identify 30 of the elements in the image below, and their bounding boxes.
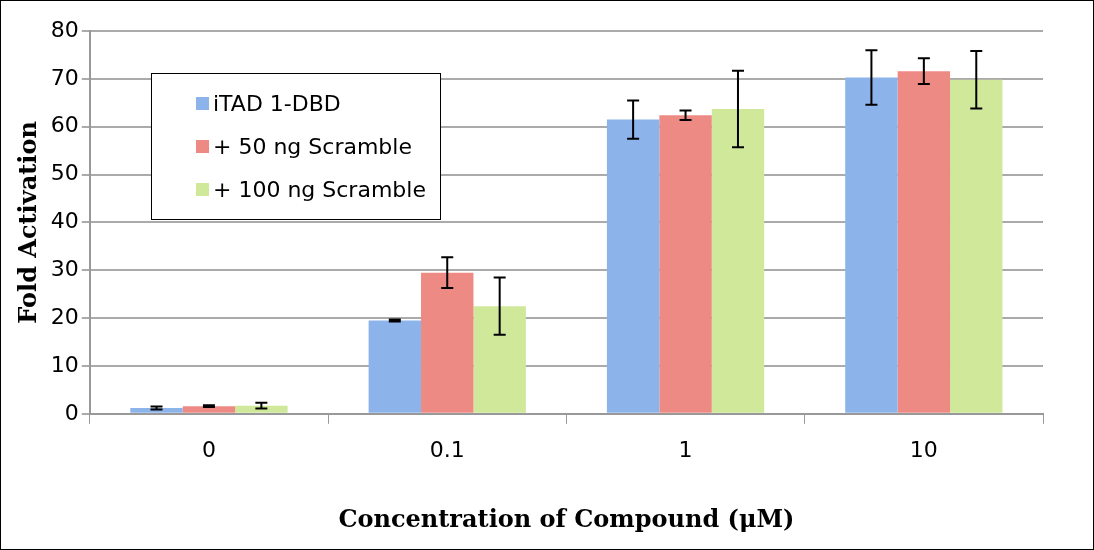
legend-label: + 100 ng Scramble (213, 177, 426, 202)
bar (845, 77, 898, 413)
y-tick-label: 50 (50, 160, 79, 186)
x-tick-label: 1 (678, 436, 693, 462)
y-axis-title: Fold Activation (12, 121, 42, 324)
y-tick-label: 20 (50, 303, 79, 329)
y-tick-label: 0 (64, 399, 79, 425)
bar (606, 119, 660, 413)
y-tick-label: 10 (50, 351, 79, 377)
bar (182, 406, 236, 413)
legend-label: iTAD 1-DBD (213, 91, 341, 116)
legend-label: + 50 ng Scramble (213, 134, 412, 159)
bar (711, 109, 765, 413)
bar (368, 320, 422, 413)
y-tick-label: 70 (50, 64, 79, 90)
x-tick-label: 0.1 (429, 436, 465, 462)
y-tick-label: 80 (50, 16, 79, 42)
y-tick-label: 40 (50, 208, 79, 234)
y-tick-label: 30 (50, 255, 79, 281)
bar (130, 408, 183, 413)
bar (897, 71, 951, 413)
bar (235, 405, 288, 413)
bar (473, 306, 526, 413)
bar (659, 115, 712, 413)
x-tick-label: 0 (201, 436, 216, 462)
y-tick-label: 60 (50, 112, 79, 138)
x-axis-title: Concentration of Compound (μM) (338, 503, 795, 533)
bar (421, 272, 474, 413)
bar (950, 79, 1003, 413)
x-tick-label: 10 (909, 436, 938, 462)
